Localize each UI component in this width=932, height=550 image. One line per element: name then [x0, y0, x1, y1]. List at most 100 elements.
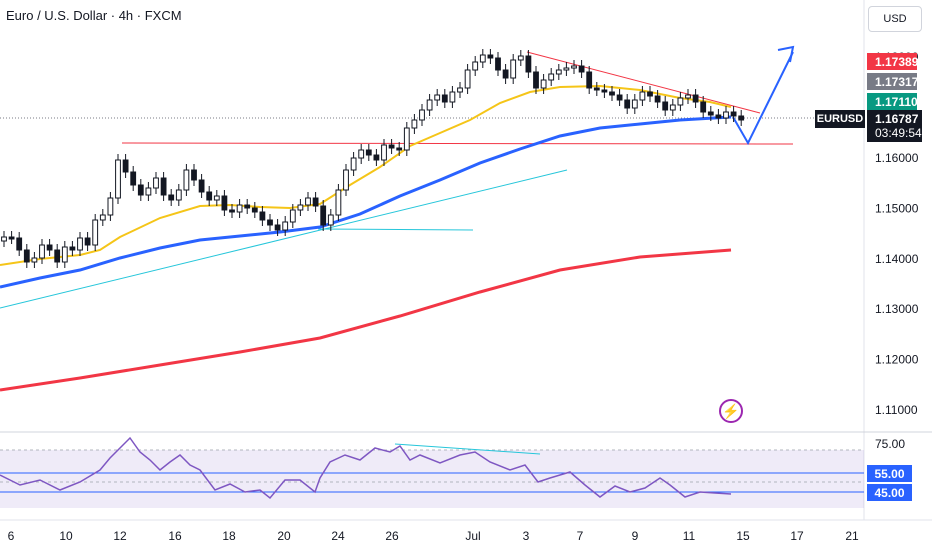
price-tick-label: 1.16000	[875, 151, 919, 165]
candle-body	[533, 71, 539, 89]
candle-body	[92, 219, 99, 246]
currency-button[interactable]: USD	[868, 6, 922, 32]
projection-path	[732, 51, 794, 146]
candle-body	[472, 61, 479, 71]
candle-body	[586, 71, 593, 89]
candle-body	[198, 179, 205, 193]
candle-body	[540, 79, 547, 89]
candle-body	[548, 73, 555, 81]
candle-body	[616, 94, 623, 101]
candle-body	[259, 211, 266, 221]
candle-body	[578, 65, 585, 73]
current-price-tag: 1.16787 03:49:54	[867, 110, 922, 142]
time-tick-label: 24	[331, 529, 345, 543]
candle-body	[350, 157, 357, 171]
time-tick-label: 12	[113, 529, 127, 543]
candle-body	[654, 95, 661, 103]
time-axis[interactable]: 6 10 12 16 18 20 24 26 Jul 3 7 9 11 15 17 21	[8, 529, 859, 543]
drawn-trendlines[interactable]	[0, 45, 795, 309]
time-tick-label: 20	[277, 529, 291, 543]
lightning-bolt-icon[interactable]: ⚡	[719, 399, 743, 423]
candle-body	[692, 94, 699, 103]
time-tick-label: 11	[683, 529, 696, 543]
candle-body	[593, 87, 600, 91]
candle-body	[457, 87, 463, 93]
candle-body	[274, 224, 281, 231]
candle-body	[84, 237, 91, 246]
candle-body	[297, 204, 304, 211]
candle-body	[175, 189, 182, 201]
candle-body	[441, 94, 448, 103]
candle-body	[525, 55, 532, 73]
candle-body	[707, 111, 714, 116]
candle-body	[449, 91, 456, 103]
candle-body	[365, 149, 372, 156]
candle-body	[107, 197, 114, 216]
candle-body	[411, 119, 418, 129]
candle-body	[495, 57, 501, 71]
time-tick-label: 16	[168, 529, 182, 543]
rsi-pane: 75.00	[0, 436, 905, 508]
price-tag-red: 1.17389	[867, 53, 918, 70]
candle-body	[555, 69, 562, 75]
candle-body	[601, 89, 608, 93]
candle-body	[335, 189, 342, 216]
descending-resistance-line	[526, 51, 761, 114]
symbol-title[interactable]: Euro / U.S. Dollar · 4h · FXCM	[6, 8, 182, 23]
candle-body	[624, 99, 631, 109]
ma-slow-line	[0, 248, 732, 392]
candle-body	[677, 97, 684, 106]
candle-body	[700, 101, 707, 113]
candle-body	[715, 114, 722, 119]
cyan-trendline	[0, 169, 568, 309]
time-tick-label: 9	[632, 529, 639, 543]
candle-body	[434, 94, 441, 101]
price-tick-label: 1.12000	[875, 353, 919, 367]
candle-body	[381, 144, 387, 161]
candle-body	[426, 99, 433, 111]
candle-body	[229, 209, 235, 213]
price-tick-label: 1.11000	[875, 403, 918, 417]
candle-body	[213, 195, 220, 201]
rsi-divergence-line	[394, 443, 541, 455]
candle-body	[343, 169, 349, 191]
candle-body	[282, 221, 289, 231]
candle-body	[236, 204, 243, 213]
candle-body	[46, 244, 53, 251]
time-tick-label: 3	[523, 529, 530, 543]
candle-body	[69, 246, 76, 251]
candle-body	[662, 101, 669, 111]
candle-body	[39, 244, 45, 259]
time-tick-label: 17	[790, 529, 804, 543]
projection-arrowhead	[777, 45, 795, 63]
candle-body	[183, 169, 190, 191]
time-tick-label: 15	[736, 529, 750, 543]
candle-body	[145, 187, 152, 196]
candle-body	[16, 237, 23, 251]
candle-body	[730, 111, 737, 117]
candle-body	[571, 65, 577, 69]
candle-body	[206, 191, 213, 201]
candle-body	[320, 205, 327, 226]
candle-body	[327, 214, 334, 226]
candle-body	[267, 219, 273, 226]
candle-body	[510, 59, 517, 79]
price-tick-label: 1.15000	[875, 201, 919, 215]
rsi-75-label: 75.00	[875, 437, 905, 451]
current-price: 1.16787	[875, 112, 919, 126]
candle-body	[479, 54, 486, 63]
candle-body	[61, 246, 68, 263]
time-tick-label: 10	[59, 529, 73, 543]
ma-mid-line	[0, 115, 732, 289]
price-axis[interactable]: 1.16000 1.15000 1.14000 1.13000 1.12000 1.110…	[875, 50, 919, 417]
candle-body	[1, 236, 7, 242]
time-tick-label: 26	[385, 529, 399, 543]
candle-body	[168, 194, 175, 201]
candle-body	[738, 115, 745, 121]
time-tick-label: 6	[8, 529, 15, 543]
candle-body	[396, 147, 403, 151]
price-tick-label: 1.13000	[875, 302, 919, 316]
price-tick-label: 1.14000	[875, 252, 919, 266]
candle-body	[31, 257, 38, 263]
